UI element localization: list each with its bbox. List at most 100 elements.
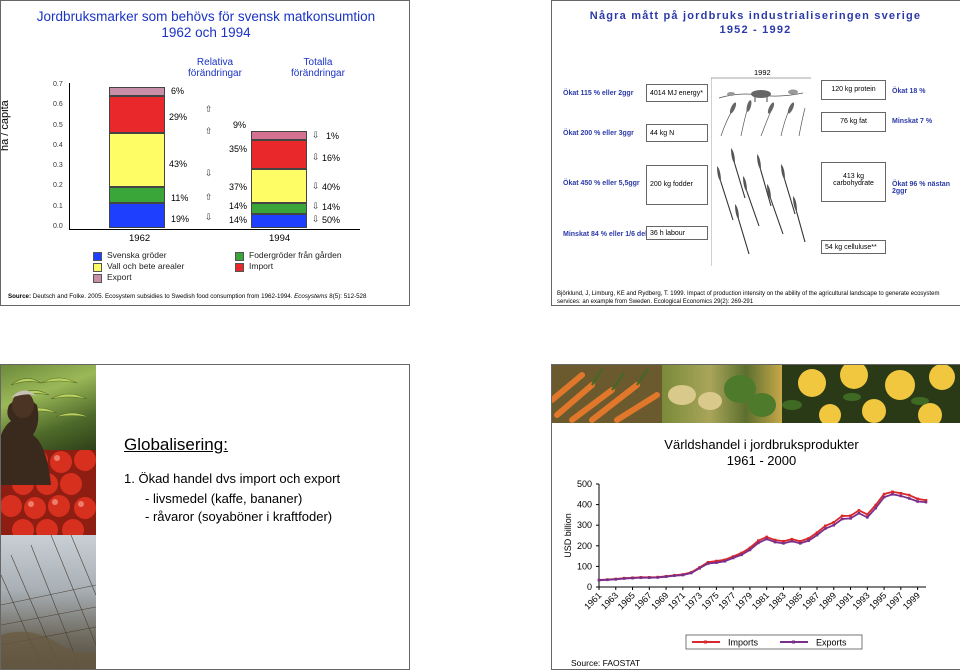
slide-land-use[interactable]: Jordbruksmarker som behövs för svensk ma… [0, 0, 410, 306]
slide4-source: Source: FAOSTAT [571, 658, 641, 668]
pct-1962-import: 29% [169, 112, 188, 122]
data-point-imports [907, 493, 911, 497]
slide3-title: Globalisering: [124, 435, 228, 454]
y-tick-label: 0.3 [53, 162, 63, 170]
slide-globalisation[interactable]: Globalisering: 1. Ökad handel dvs import… [0, 364, 410, 670]
bar-1994-svenska [251, 214, 307, 228]
data-point-exports [664, 575, 668, 578]
x-tick-label: 1961 [582, 590, 603, 611]
legend-marker-exports [792, 640, 795, 644]
left-label-nitrogen: Ökat 200 % eller 3ggr [563, 130, 634, 137]
data-point-exports [916, 500, 919, 503]
data-point-exports [924, 500, 928, 504]
data-point-imports [815, 531, 819, 534]
data-point-exports [907, 497, 911, 500]
data-point-imports [782, 539, 785, 543]
slide3-sub1: - livsmedel (kaffe, bananer) [145, 491, 303, 506]
data-point-exports [698, 566, 701, 570]
slide-world-trade[interactable]: Världshandel i jordbruksprodukter 1961 -… [551, 364, 960, 670]
legend-marker-imports [704, 640, 707, 644]
x-tick-label: 1983 [767, 590, 788, 611]
data-point-exports [866, 516, 869, 519]
left-label-energy: Ökat 115 % eller 2ggr [563, 90, 634, 97]
data-point-exports [807, 539, 810, 542]
arrow-down-icon: ⇩ [312, 202, 320, 212]
x-tick-label: 1995 [867, 590, 888, 611]
data-point-imports [765, 535, 768, 539]
y-tick-label: 0.5 [53, 121, 63, 129]
arrow-up-icon: ⇧ [205, 105, 213, 115]
bar-1962-export [109, 87, 165, 96]
data-point-exports [731, 556, 735, 560]
legend-label-foder: Fodergröder från gården [249, 250, 342, 260]
x-tick-label: 1989 [817, 590, 838, 611]
legend-label-vall: Vall och bete arealer [107, 261, 185, 271]
data-point-exports [757, 541, 760, 545]
x-tick-label: 1963 [599, 590, 620, 611]
data-point-exports [681, 573, 685, 577]
slide2-source: Björklund, J, Limburg, KE and Rydberg, T… [557, 291, 940, 305]
box-cellulose: 54 kg celluluse** [821, 240, 886, 254]
pct-1962-foder: 11% [171, 193, 189, 203]
slide3-sub2: - råvaror (soyaböner i kraftfoder) [145, 509, 333, 524]
source-bold: Source: [8, 293, 32, 300]
x-tick-label: 1997 [884, 590, 905, 611]
y-tick-label: 0.0 [53, 223, 63, 230]
x-tick-label: 1985 [783, 590, 804, 611]
x-tick-label: 1971 [666, 590, 687, 611]
pct-relative-vall: 37% [229, 182, 248, 192]
data-point-exports [631, 576, 634, 580]
y-axis-label: USD billion [563, 513, 573, 558]
data-point-imports [882, 492, 886, 496]
box-carbohydrate: 413 kg carbohydrate [821, 162, 886, 202]
bar-1994-vall [251, 169, 307, 203]
x-tick-label: 1987 [800, 590, 821, 611]
left-label-labour: Minskat 84 % eller 1/6 del [563, 231, 648, 238]
data-point-imports [857, 509, 861, 512]
legend-swatch-foder [235, 252, 244, 261]
data-point-exports [639, 576, 643, 580]
data-point-imports [748, 546, 752, 550]
y-tick-label: 200 [577, 541, 592, 551]
data-point-imports [866, 513, 869, 516]
pct-total-export: 1% [326, 131, 340, 141]
data-point-imports [849, 514, 852, 518]
source-journal: Ecosystems [294, 293, 328, 300]
slide2-title-line1: Några mått på jordbruks industrialiserin… [589, 10, 922, 22]
left-label-fodder: Ökat 450 % eller 5,5ggr [563, 180, 640, 187]
slide1-source: Source: Deutsch and Folke. 2005. Ecosyst… [8, 293, 366, 300]
legend-swatch-import [235, 263, 244, 272]
legend-swatch-export [93, 274, 102, 283]
slide2-border [551, 0, 960, 306]
series-line-exports [598, 493, 927, 582]
header-relative: Relativa förändringar [188, 57, 242, 79]
pct-relative-svenska: 14% [229, 215, 248, 225]
data-point-exports [790, 539, 794, 543]
arrow-down-icon: ⇩ [312, 131, 320, 141]
right-label-carbohydrate: Ökat 96 % nästan 2ggr [892, 181, 950, 195]
x-tick-label: 1977 [716, 590, 737, 611]
data-point-imports [790, 537, 794, 541]
data-point-exports [882, 495, 886, 499]
x-tick-label: 1967 [632, 590, 653, 611]
y-tick-label: 0.2 [53, 182, 63, 190]
photo-carrots [552, 365, 662, 423]
data-point-exports [798, 542, 802, 545]
data-point-exports [874, 506, 877, 510]
data-point-imports [798, 539, 802, 543]
data-point-exports [857, 511, 861, 515]
year-1962-label: 1962 [129, 233, 151, 244]
data-point-exports [706, 562, 710, 565]
data-point-imports [840, 514, 844, 518]
bar-1994-import [251, 140, 307, 169]
data-point-exports [656, 576, 659, 579]
box-fat: 76 kg fat [821, 112, 886, 132]
data-point-imports [807, 537, 810, 540]
x-tick-label: 1969 [649, 590, 670, 611]
data-point-imports [916, 497, 919, 501]
x-tick-label: 1965 [616, 590, 637, 611]
data-point-imports [731, 555, 735, 558]
slide-industrialisation[interactable]: Några mått på jordbruks industrialiserin… [551, 0, 960, 306]
right-label-protein: Ökat 18 % [892, 88, 926, 95]
